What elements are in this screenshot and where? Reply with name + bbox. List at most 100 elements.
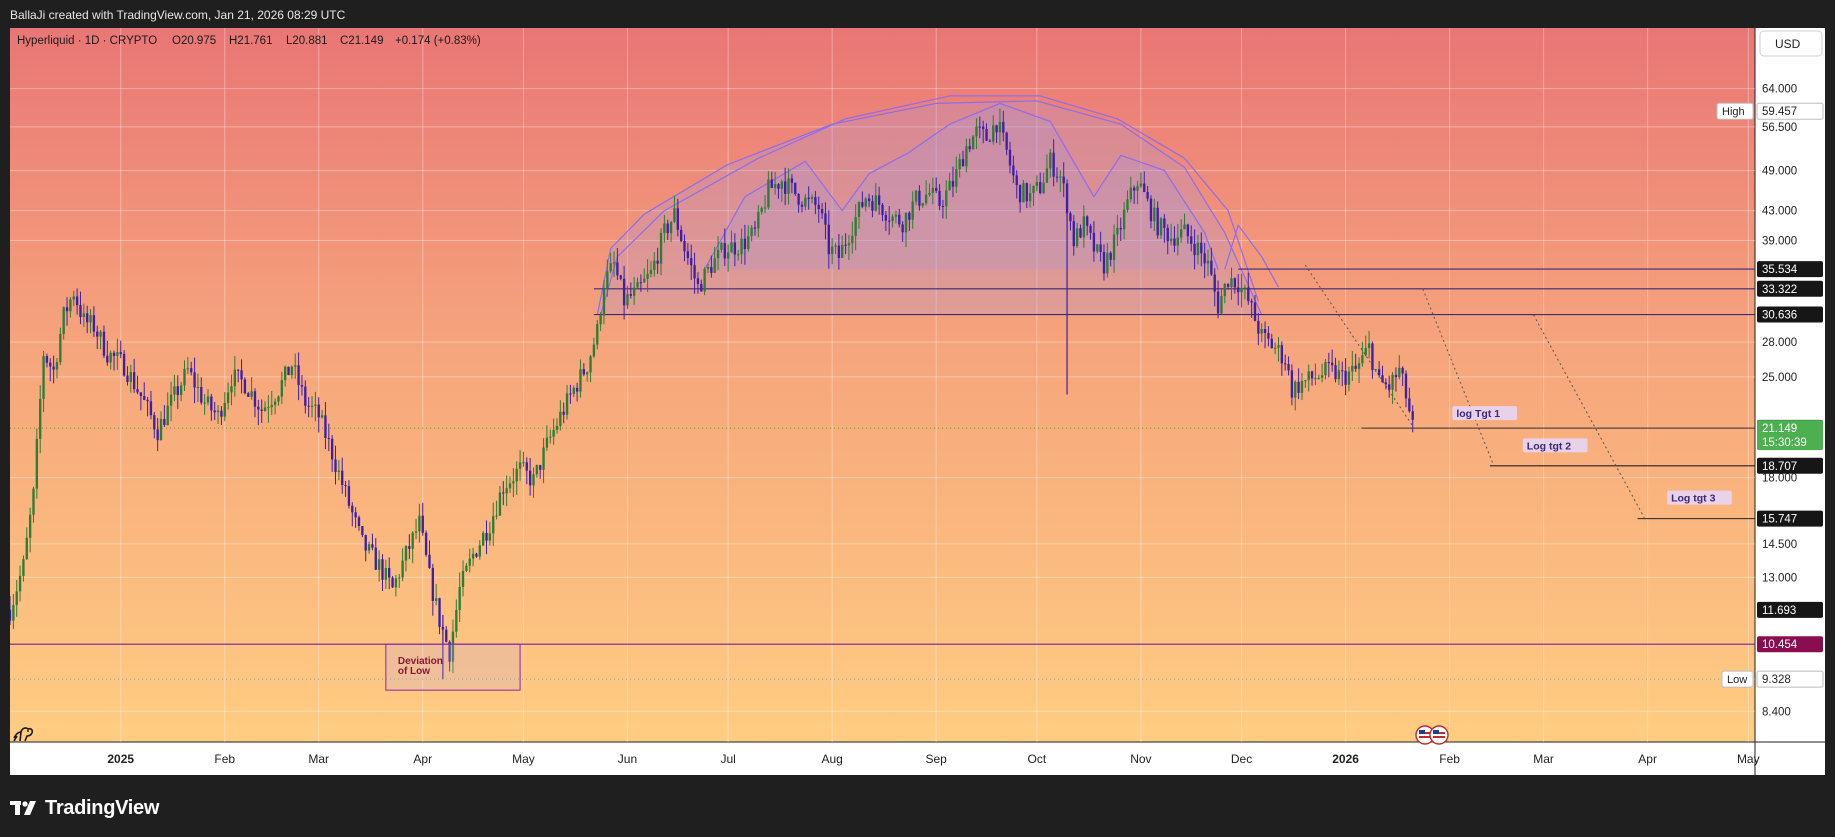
candle-body [250,391,253,397]
candle-body [877,195,881,205]
candle-body [200,386,203,403]
candle-body [814,197,817,205]
candle-body [565,393,569,415]
candle-body [1223,283,1226,297]
candle-body [22,559,25,576]
candle-body [1119,227,1122,230]
candle-body [1277,345,1280,348]
candle-body [1317,377,1320,379]
currency-button[interactable] [1759,30,1823,57]
candle-body [515,468,518,482]
candle-body [468,558,471,566]
candle-body [391,577,394,588]
candle-body [109,352,112,363]
candle-body [955,169,958,187]
candle-body [1304,380,1307,382]
candle-body [596,324,599,345]
candle-body [139,392,143,397]
pattern-arc-line [1224,224,1280,288]
candle-body [884,215,888,221]
candle-body [79,305,82,318]
target-label-bg [1452,406,1518,421]
candle-body [1253,302,1257,321]
time-axis[interactable]: 2025 Feb Mar Apr May Jun Jul Aug Sep Oct Nov Dec 202… [107,752,1759,766]
time-tick-label: Feb [214,752,235,766]
candle-body [92,315,96,332]
candle-body [62,307,65,335]
candle-body [237,369,240,371]
high-marker-value-box [1756,102,1824,120]
candle-body [283,366,287,381]
candle-body [918,190,921,206]
legend-close: C21.149 [340,35,383,47]
candle-body [975,126,978,137]
candle-body [347,486,351,506]
candle-body [784,181,787,194]
price-tick-label: 39.000 [1762,236,1797,248]
candle-body [898,214,901,225]
candle-body [985,128,988,141]
candle-body [1260,328,1263,334]
candle-body [203,402,206,404]
candle-body [961,159,965,167]
candle-body [810,197,814,199]
candle-body [1243,287,1247,289]
candle-body [928,192,931,195]
candle-body [112,352,116,356]
candle-body [622,278,626,306]
candle-body [730,242,733,253]
low-marker-label: Low [1727,674,1747,686]
candle-body [210,396,213,411]
level-price-label-bg [1757,306,1823,323]
candle-body [129,372,132,382]
candle-body [169,394,173,406]
us-flag-icon[interactable] [1429,725,1449,745]
us-flag-icon[interactable] [1415,725,1435,745]
candle-body [341,470,344,486]
price-tick-label: 43.000 [1762,206,1797,218]
candle-body [1193,243,1196,256]
candle-body [314,404,317,406]
candle-body [616,262,619,276]
tradingview-logo[interactable]: TradingView [10,797,159,819]
candle-body [398,577,401,579]
candle-body [790,178,794,183]
candle-body [851,235,854,244]
candle-body [39,398,42,439]
candle-body [213,410,216,413]
candle-body [1153,207,1156,222]
candle-body [656,260,659,264]
candle-body [1052,152,1055,177]
time-tick-label: May [512,752,535,766]
candle-body [176,386,179,396]
candle-body [52,366,55,370]
horizontal-levels[interactable] [10,268,1755,680]
candle-body [1082,216,1086,238]
chart-frame[interactable]: Deviation of Low log Tgt 1 Log tgt 2 Log tgt… [10,28,1825,775]
time-tick-label: Jul [720,752,735,766]
candle-body [418,515,421,532]
time-tick-label: Mar [308,752,329,766]
candle-body [740,238,743,255]
candle-body [82,313,86,318]
candle-body [988,140,992,142]
candle-body [1039,182,1042,193]
candle-body [938,190,941,207]
price-axis[interactable]: 64.000 56.500 49.000 43.000 39.000 28.000 25.0… [1716,84,1824,719]
candle-body [1129,187,1133,200]
candle-body [1290,370,1294,398]
pattern-arc-line [596,100,1263,316]
candle-body [535,465,539,475]
candle-body [1102,251,1106,274]
candle-body [700,283,703,292]
candle-body [1334,365,1337,380]
candle-body [1136,186,1139,191]
low-marker-value-box [1756,670,1824,688]
candle-body [606,271,609,290]
candle-body [465,565,468,571]
candle-body [1089,225,1092,233]
candle-body [45,356,49,363]
candle-body [1122,209,1126,230]
candle-body [267,407,270,409]
